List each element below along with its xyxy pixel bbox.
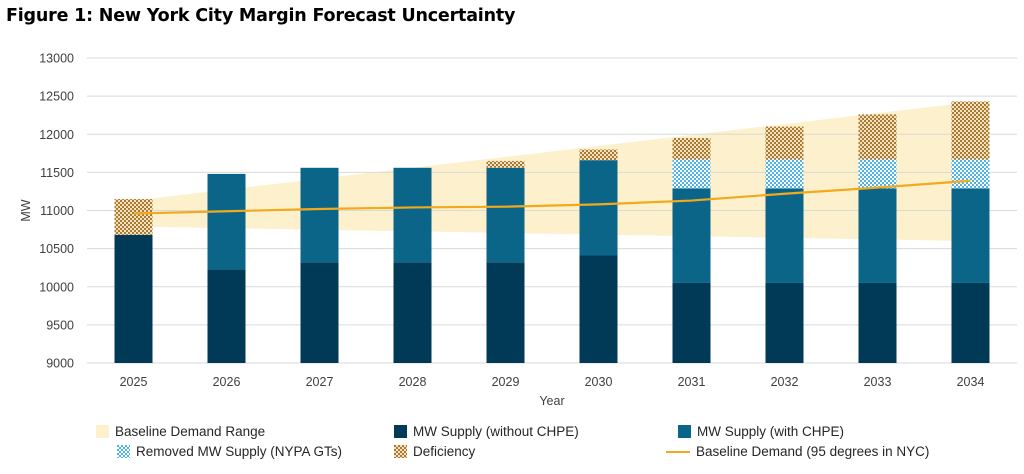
y-tick-label: 12000 xyxy=(39,128,74,142)
y-tick-label: 10000 xyxy=(39,280,74,294)
y-tick-label: 10500 xyxy=(39,242,74,256)
legend-swatch-baseline xyxy=(666,450,690,453)
bar-supply-without-chpe xyxy=(207,269,246,363)
legend-swatch-removed xyxy=(117,445,130,458)
bar-supply-with-chpe xyxy=(579,160,618,256)
legend-label-baseline: Baseline Demand (95 degrees in NYC) xyxy=(696,444,930,459)
x-axis-title: Year xyxy=(539,394,564,408)
baseline-demand-range-band xyxy=(133,102,971,241)
x-tick-label: 2030 xyxy=(585,375,613,389)
y-tick-label: 9500 xyxy=(46,318,74,332)
legend-item-baseline: Baseline Demand (95 degrees in NYC) xyxy=(666,444,929,459)
bar-deficiency xyxy=(951,101,990,160)
bar-deficiency xyxy=(579,149,618,161)
x-tick-label: 2029 xyxy=(492,375,520,389)
y-tick-label: 12500 xyxy=(39,90,74,104)
x-tick-label: 2031 xyxy=(678,375,706,389)
bar-supply-with-chpe xyxy=(765,188,804,283)
bar-supply-without-chpe xyxy=(486,262,525,363)
legend-label-range: Baseline Demand Range xyxy=(115,424,266,439)
legend-swatch-deficiency xyxy=(394,445,407,458)
legend-item-supply-with: MW Supply (with CHPE) xyxy=(678,424,844,439)
legend-swatch-range xyxy=(96,425,109,438)
legend-item-removed: Removed MW Supply (NYPA GTs) xyxy=(117,444,342,459)
bar-deficiency xyxy=(858,114,897,160)
bar-supply-with-chpe xyxy=(672,188,711,283)
chart: 9000 9500 10000 10500 11000 11500 12000 12500 13… xyxy=(19,52,1017,408)
baseline-demand-line xyxy=(133,179,971,215)
bar-supply-without-chpe xyxy=(672,282,711,363)
legend-item-range: Baseline Demand Range xyxy=(96,424,265,439)
x-tick-label: 2034 xyxy=(957,375,985,389)
legend-item-deficiency: Deficiency xyxy=(394,444,475,459)
x-tick-label: 2026 xyxy=(213,375,241,389)
legend-swatch-supply-without xyxy=(394,425,407,438)
bar-removed-supply xyxy=(858,159,897,189)
y-tick-label: 9000 xyxy=(46,357,74,371)
bar-supply-with-chpe xyxy=(207,173,246,270)
y-tick-label: 11000 xyxy=(40,204,74,218)
bar-supply-with-chpe xyxy=(393,167,432,263)
legend: Baseline Demand Range MW Supply (without… xyxy=(0,418,1024,468)
bar-removed-supply xyxy=(672,159,711,189)
bar-removed-supply xyxy=(765,159,804,189)
legend-swatch-supply-with xyxy=(678,425,691,438)
x-tick-label: 2027 xyxy=(306,375,334,389)
x-tick-label: 2032 xyxy=(771,375,799,389)
bar-deficiency xyxy=(672,138,711,160)
x-tick-label: 2028 xyxy=(399,375,427,389)
bar-supply-with-chpe xyxy=(300,167,339,263)
chart-title: Figure 1: New York City Margin Forecast … xyxy=(6,6,516,26)
bar-removed-supply xyxy=(951,159,990,189)
bar-supply-without-chpe xyxy=(858,282,897,363)
bar-deficiency xyxy=(765,126,804,160)
bar-supply-with-chpe xyxy=(858,188,897,283)
bar-supply-without-chpe xyxy=(765,282,804,363)
x-tick-label: 2025 xyxy=(120,375,148,389)
bar-supply-without-chpe xyxy=(579,255,618,363)
bar-supply-without-chpe xyxy=(300,262,339,363)
bar-deficiency xyxy=(114,199,153,235)
legend-label-supply-with: MW Supply (with CHPE) xyxy=(697,424,845,439)
bar-supply-with-chpe xyxy=(951,188,990,283)
legend-label-removed: Removed MW Supply (NYPA GTs) xyxy=(136,444,343,459)
x-tick-label: 2033 xyxy=(864,375,892,389)
legend-label-supply-without: MW Supply (without CHPE) xyxy=(413,424,579,439)
bar-supply-with-chpe xyxy=(486,167,525,263)
bar-supply-without-chpe xyxy=(393,262,432,363)
legend-label-deficiency: Deficiency xyxy=(413,444,476,459)
bar-supply-without-chpe xyxy=(114,234,153,363)
y-axis-title: MW xyxy=(19,199,33,221)
bar-supply-without-chpe xyxy=(951,282,990,363)
y-tick-label: 13000 xyxy=(39,52,74,66)
bar-deficiency xyxy=(486,160,525,168)
y-tick-label: 11500 xyxy=(40,166,74,180)
legend-item-supply-without: MW Supply (without CHPE) xyxy=(394,424,579,439)
